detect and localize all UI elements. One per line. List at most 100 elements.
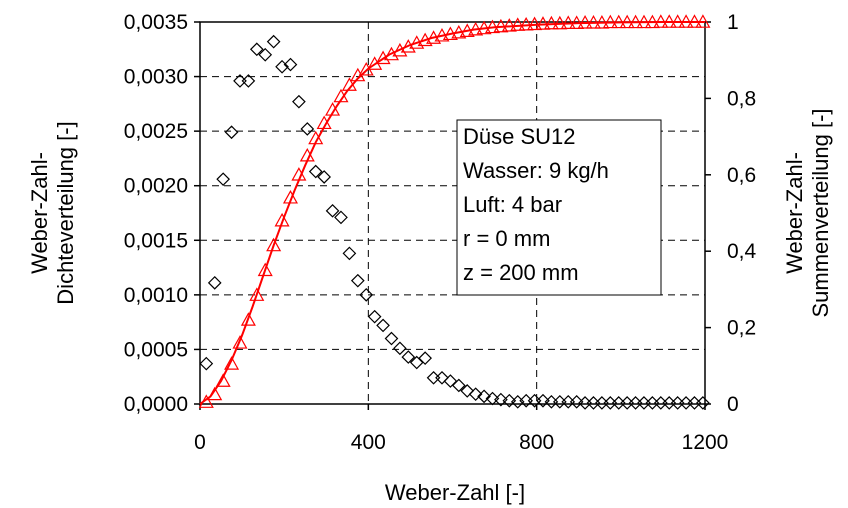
cumulative-point (611, 14, 627, 29)
density-point (342, 246, 357, 261)
cumulative-point (678, 14, 694, 28)
annotation-box: Düse SU12 Wasser: 9 kg/h Luft: 4 bar r =… (456, 119, 662, 296)
cumulative-point (308, 130, 324, 145)
cumulative-point (518, 16, 534, 31)
left-axis-title-line-1: Weber-Zahl- (27, 152, 52, 274)
cumulative-point (628, 14, 644, 29)
cumulative-point (695, 14, 711, 28)
cumulative-point (198, 394, 214, 408)
y-right-tick-label: 0 (727, 393, 739, 416)
cumulative-point (661, 14, 677, 28)
density-point (418, 351, 432, 366)
density-point (367, 309, 382, 324)
y-right-tick-label: 0,6 (727, 164, 756, 187)
cumulative-point (476, 20, 492, 35)
cumulative-point (585, 15, 601, 29)
cumulative-point (215, 373, 231, 387)
density-point (485, 391, 500, 406)
density-point (393, 341, 407, 356)
series-line-group (199, 21, 705, 405)
cumulative-point (257, 262, 273, 277)
right-axis-title-line-2: Summenverteilung [-] (808, 108, 833, 317)
density-point (199, 356, 214, 371)
cumulative-point (207, 386, 223, 401)
density-point (266, 34, 281, 49)
cumulative-point (644, 14, 660, 29)
density-point (494, 392, 508, 407)
cumulative-point (316, 115, 332, 130)
cumulative-point (569, 15, 585, 29)
density-point (275, 59, 289, 74)
density-point (300, 122, 315, 136)
cumulative-point (451, 24, 467, 39)
density-point (359, 288, 374, 302)
annotation-line-2: Wasser: 9 kg/h (463, 158, 609, 183)
x-tick-label: 0 (194, 431, 206, 454)
cumulative-point (291, 167, 307, 181)
density-point (325, 203, 340, 218)
density-point (317, 170, 331, 184)
cumulative-point (619, 14, 635, 29)
density-point (216, 172, 230, 187)
density-point (283, 57, 298, 72)
cumulative-point (602, 14, 618, 29)
density-point (249, 42, 264, 57)
plot-frame (199, 21, 706, 405)
density-point (451, 378, 466, 393)
cumulative-point (535, 16, 551, 30)
density-point (241, 74, 256, 88)
density-point (292, 94, 306, 109)
annotation-line-3: Luft: 4 bar (463, 192, 562, 217)
cumulative-point (686, 14, 702, 28)
cumulative-point (653, 14, 669, 28)
annotation-line-4: r = 0 mm (463, 226, 550, 251)
series-diamond-group (199, 34, 710, 410)
cumulative-point (434, 28, 450, 42)
cumulative-point (577, 15, 593, 29)
density-point (477, 389, 491, 404)
series-triangle-group (198, 14, 711, 408)
density-point (376, 318, 390, 333)
density-point (435, 370, 449, 385)
cumulative-point (670, 14, 686, 28)
y-left-tick-label: 0,0015 (124, 229, 188, 252)
x-tick-label: 400 (351, 431, 386, 454)
cumulative-point (560, 15, 576, 29)
cumulative-point (510, 17, 526, 31)
cumulative-point (333, 88, 349, 103)
density-point (569, 394, 584, 409)
y-left-tick-label: 0,0005 (124, 338, 188, 361)
cumulative-point (266, 237, 282, 252)
y-left-tick-label: 0,0000 (124, 393, 188, 416)
cumulative-point (493, 18, 509, 33)
right-axis-title: Weber-Zahl- Summenverteilung [-] (782, 108, 833, 317)
density-point (696, 396, 710, 410)
density-point (258, 47, 273, 62)
y-right-tick-label: 1 (727, 11, 739, 34)
cumulative-point (543, 15, 559, 30)
cumulative-point (468, 21, 484, 36)
density-point (308, 164, 323, 179)
density-point (384, 331, 399, 346)
density-point (207, 276, 222, 290)
y-right-tick-label: 0,8 (727, 87, 756, 110)
density-point (334, 210, 348, 225)
density-point (468, 387, 483, 402)
cumulative-point (552, 15, 568, 30)
density-point (536, 393, 550, 408)
density-point (460, 384, 475, 398)
density-point (350, 273, 365, 288)
annotation-line-5: z = 200 mm (463, 260, 579, 285)
cumulative-point (636, 14, 652, 29)
cumulative-point (501, 18, 517, 32)
cumulative-point (527, 16, 543, 31)
y-left-tick-label: 0,0025 (124, 120, 188, 143)
cumulative-point (282, 189, 298, 204)
cumulative-point (299, 147, 315, 162)
right-axis-title-line-1: Weber-Zahl- (782, 152, 807, 274)
density-point (224, 125, 239, 140)
y-left-tick-label: 0,0020 (124, 175, 188, 198)
left-axis-title: Weber-Zahl- Dichteverteilung [-] (27, 121, 78, 304)
